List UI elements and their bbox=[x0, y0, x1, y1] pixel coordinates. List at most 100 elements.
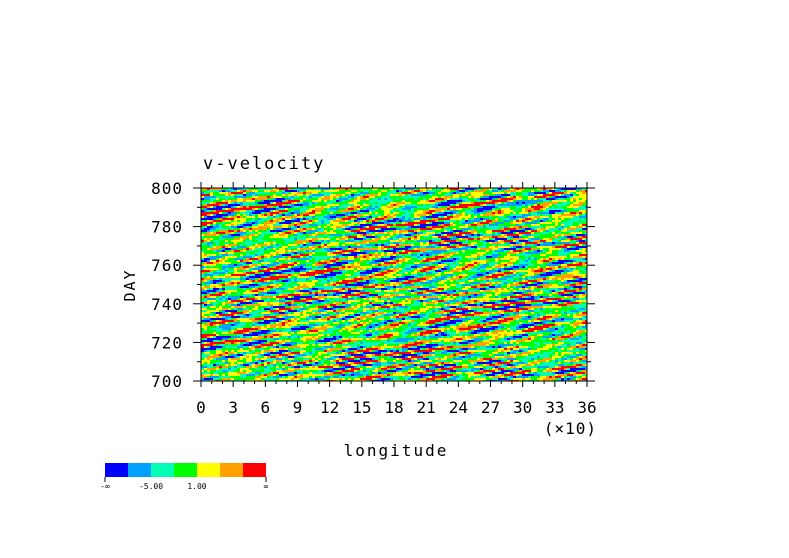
heatmap-cell bbox=[240, 264, 244, 267]
heatmap-cell bbox=[216, 214, 220, 217]
heatmap-cell bbox=[429, 258, 433, 261]
heatmap-cell bbox=[291, 210, 295, 213]
heatmap-cell bbox=[474, 208, 478, 211]
heatmap-cell bbox=[459, 228, 463, 231]
heatmap-cell bbox=[468, 232, 472, 235]
heatmap-cell bbox=[405, 198, 409, 201]
heatmap-cell bbox=[237, 238, 241, 241]
heatmap-cell bbox=[276, 194, 280, 197]
heatmap-cell bbox=[558, 206, 562, 209]
heatmap-cell bbox=[486, 226, 490, 229]
heatmap-cell bbox=[246, 236, 250, 239]
heatmap-cell bbox=[447, 204, 451, 207]
heatmap-cell bbox=[309, 226, 313, 229]
heatmap-cell bbox=[348, 248, 352, 251]
heatmap-cell bbox=[309, 196, 313, 199]
heatmap-cell bbox=[558, 218, 562, 221]
heatmap-cell bbox=[501, 248, 505, 251]
heatmap-cell bbox=[429, 248, 433, 251]
heatmap-cell bbox=[417, 226, 421, 229]
heatmap-cell bbox=[573, 202, 577, 205]
heatmap-cell bbox=[447, 234, 451, 237]
heatmap-cell bbox=[462, 232, 466, 235]
heatmap-cell bbox=[534, 228, 538, 231]
heatmap-cell bbox=[348, 188, 352, 191]
heatmap-cell bbox=[375, 232, 379, 235]
heatmap-cell bbox=[432, 214, 436, 217]
heatmap-cell bbox=[363, 244, 367, 247]
heatmap-cell bbox=[564, 222, 568, 225]
heatmap-cell bbox=[210, 264, 214, 267]
heatmap-cell bbox=[549, 234, 553, 237]
heatmap-cell bbox=[375, 218, 379, 221]
heatmap-cell bbox=[387, 212, 391, 215]
heatmap-cell bbox=[309, 256, 313, 259]
heatmap-cell bbox=[261, 254, 265, 257]
heatmap-cell bbox=[378, 200, 382, 203]
heatmap-cell bbox=[360, 240, 364, 243]
heatmap-cell bbox=[297, 194, 301, 197]
heatmap-cell bbox=[456, 226, 460, 229]
heatmap-cell bbox=[267, 204, 271, 207]
heatmap-cell bbox=[231, 242, 235, 245]
heatmap-cell bbox=[531, 222, 535, 225]
heatmap-cell bbox=[282, 190, 286, 193]
heatmap-cell bbox=[354, 222, 358, 225]
heatmap-cell bbox=[417, 248, 421, 251]
heatmap-cell bbox=[249, 226, 253, 229]
heatmap-cell bbox=[375, 192, 379, 195]
heatmap-cell bbox=[396, 190, 400, 193]
heatmap-cell bbox=[240, 204, 244, 207]
heatmap-cell bbox=[360, 204, 364, 207]
heatmap-cell bbox=[501, 214, 505, 217]
heatmap-cell bbox=[234, 244, 238, 247]
heatmap-cell bbox=[348, 230, 352, 233]
heatmap-cell bbox=[261, 228, 265, 231]
heatmap-cell bbox=[522, 262, 526, 265]
heatmap-cell bbox=[558, 226, 562, 229]
heatmap-cell bbox=[276, 254, 280, 257]
heatmap-cell bbox=[402, 216, 406, 219]
heatmap-cell bbox=[411, 226, 415, 229]
heatmap-cell bbox=[342, 206, 346, 209]
heatmap-cell bbox=[387, 242, 391, 245]
heatmap-cell bbox=[324, 220, 328, 223]
heatmap-cell bbox=[420, 226, 424, 229]
heatmap-cell bbox=[429, 256, 433, 259]
heatmap-cell bbox=[585, 232, 587, 235]
heatmap-cell bbox=[543, 196, 547, 199]
heatmap-cell bbox=[507, 246, 511, 249]
heatmap-cell bbox=[285, 256, 289, 259]
heatmap-cell bbox=[528, 250, 532, 253]
heatmap-cell bbox=[273, 234, 277, 237]
heatmap-cell bbox=[372, 190, 376, 193]
heatmap-cell bbox=[273, 192, 277, 195]
heatmap-cell bbox=[288, 218, 292, 221]
heatmap-cell bbox=[339, 200, 343, 203]
heatmap-cell bbox=[387, 250, 391, 253]
heatmap-cell bbox=[543, 240, 547, 243]
heatmap-cell bbox=[366, 256, 370, 259]
heatmap-cell bbox=[456, 200, 460, 203]
heatmap-cell bbox=[480, 232, 484, 235]
heatmap-cell bbox=[210, 240, 214, 243]
heatmap-cell bbox=[243, 260, 247, 263]
heatmap-cell bbox=[471, 228, 475, 231]
heatmap-cell bbox=[498, 198, 502, 201]
heatmap-cell bbox=[330, 242, 334, 245]
heatmap-cell bbox=[576, 242, 580, 245]
heatmap-cell bbox=[354, 188, 358, 191]
heatmap-cell bbox=[480, 214, 484, 217]
heatmap-cell bbox=[429, 210, 433, 213]
heatmap-cell bbox=[246, 228, 250, 231]
heatmap-cell bbox=[498, 190, 502, 193]
heatmap-cell bbox=[288, 252, 292, 255]
heatmap-cell bbox=[264, 236, 268, 239]
heatmap-cell bbox=[546, 188, 550, 191]
heatmap-cell bbox=[465, 196, 469, 199]
heatmap-cell bbox=[573, 212, 577, 215]
heatmap-cell bbox=[483, 202, 487, 205]
heatmap-cell bbox=[309, 188, 313, 191]
heatmap-cell bbox=[399, 194, 403, 197]
heatmap-cell bbox=[378, 222, 382, 225]
